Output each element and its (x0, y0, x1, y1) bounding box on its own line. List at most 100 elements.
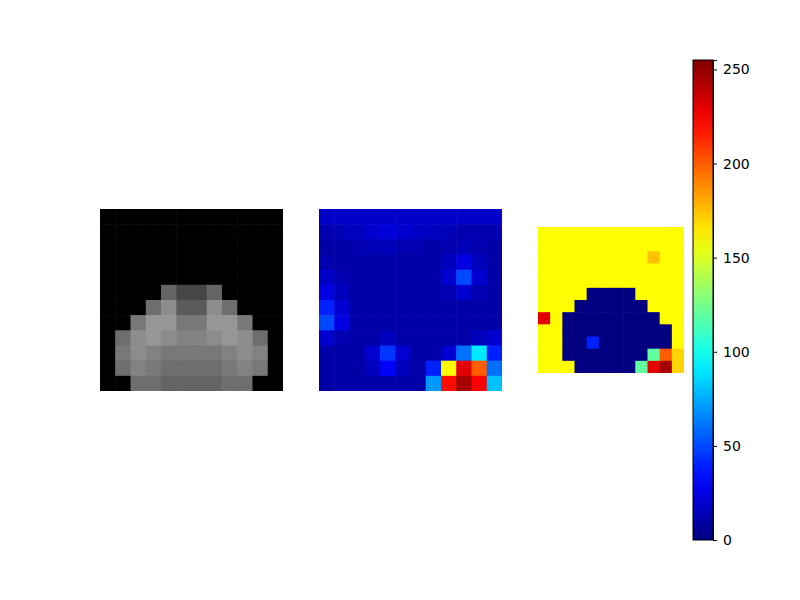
heatmap-cell (672, 324, 684, 337)
heatmap-cell (648, 264, 661, 277)
heatmap-cell (562, 264, 575, 277)
heatmap-cell (268, 361, 283, 377)
colorbar-tick: 50 (713, 438, 741, 454)
heatmap-cell (456, 315, 472, 331)
heatmap-cell (672, 251, 684, 264)
heatmap-cell (207, 330, 223, 346)
heatmap-cell (441, 376, 457, 391)
heatmap-cell (222, 285, 238, 301)
heatmap-cell (131, 209, 147, 225)
tick-mark (713, 446, 717, 447)
heatmap-cell (334, 224, 350, 240)
heatmap-cell (648, 349, 661, 362)
heatmap-cell (253, 376, 269, 391)
heatmap-cell (207, 346, 223, 362)
colorbar-tick: 250 (713, 61, 750, 77)
heatmap-cell (146, 361, 162, 377)
heatmap-cell (611, 361, 624, 373)
heatmap-cell (672, 349, 684, 362)
heatmap-cell (237, 209, 253, 225)
heatmap-cell (192, 255, 208, 271)
heatmap-cell (426, 346, 442, 362)
heatmap-cell (268, 346, 283, 362)
heatmap-cell (365, 361, 381, 377)
heatmap-cell (380, 300, 396, 316)
heatmap-cell (176, 239, 192, 255)
heatmap-cell (575, 349, 588, 362)
heatmap-cell (131, 285, 147, 301)
heatmap-cell (599, 276, 612, 289)
heatmap-cell (587, 251, 600, 264)
heatmap-cell (575, 251, 588, 264)
heatmap-cell (575, 300, 588, 313)
heatmap-cell (350, 209, 366, 225)
heatmap-cell (660, 337, 673, 350)
heatmap-cell (456, 224, 472, 240)
heatmap-cell (635, 324, 648, 337)
heatmap-cell (365, 315, 381, 331)
heatmap-cell (380, 346, 396, 362)
heatmap-cell (411, 361, 427, 377)
heatmap-cell (611, 349, 624, 362)
heatmap-cell (253, 346, 269, 362)
heatmap-cell (100, 361, 116, 377)
heatmap-cell (623, 264, 636, 277)
heatmap-cell (660, 276, 673, 289)
heatmap-cell (395, 255, 411, 271)
heatmap-cell (207, 315, 223, 331)
heatmap-cell (395, 224, 411, 240)
heatmap-cell (253, 315, 269, 331)
heatmap-cell (131, 346, 147, 362)
heatmap-cell (146, 285, 162, 301)
heatmap-cell (587, 300, 600, 313)
heatmap-cell (380, 239, 396, 255)
heatmap-cell (395, 361, 411, 377)
heatmap-cell (575, 264, 588, 277)
heatmap-cell (599, 337, 612, 350)
heatmap-cell (660, 361, 673, 373)
heatmap-cell (648, 227, 661, 240)
heatmap-cell (487, 346, 502, 362)
heatmap-cell (562, 312, 575, 325)
heatmap-cell (350, 376, 366, 391)
heatmap-cell (441, 361, 457, 377)
heatmap-cell (456, 270, 472, 286)
heatmap-cell (131, 315, 147, 331)
heatmap-cell (146, 315, 162, 331)
heatmap-cell (487, 285, 502, 301)
heatmap-cell (611, 312, 624, 325)
tick-mark (713, 69, 717, 70)
heatmap-cell (237, 315, 253, 331)
heatmap-cell (538, 349, 551, 362)
heatmap-cell (334, 330, 350, 346)
heatmap-cell (334, 239, 350, 255)
heatmap-cell (611, 264, 624, 277)
tick-label: 0 (723, 532, 732, 548)
heatmap-cell (319, 239, 335, 255)
heatmap-cell (192, 346, 208, 362)
tick-label: 50 (723, 438, 741, 454)
heatmap-cell (365, 224, 381, 240)
heatmap-cell (587, 312, 600, 325)
heatmap-cell (611, 324, 624, 337)
heatmap-cell (319, 346, 335, 362)
heatmap-cell (100, 330, 116, 346)
heatmap-cell (192, 270, 208, 286)
heatmap-cell (550, 276, 563, 289)
heatmap-cell (161, 300, 177, 316)
heatmap-cell (623, 276, 636, 289)
heatmap-cell (472, 255, 488, 271)
heatmap-cell (207, 224, 223, 240)
heatmap-cell (161, 224, 177, 240)
heatmap-cell (441, 315, 457, 331)
heatmap-cell (380, 315, 396, 331)
heatmap-cell (365, 255, 381, 271)
heatmap-cell (538, 264, 551, 277)
heatmap-cell (550, 300, 563, 313)
heatmap-cell (161, 239, 177, 255)
colorbar-tick: 0 (713, 532, 732, 548)
tick-mark (713, 258, 717, 259)
heatmap-cell (334, 255, 350, 271)
heatmap-cell (222, 270, 238, 286)
heatmap-cell (100, 224, 116, 240)
